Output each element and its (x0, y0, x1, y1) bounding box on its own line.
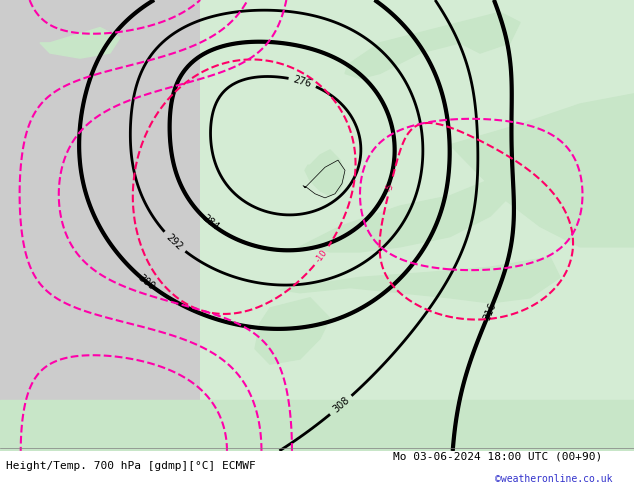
Polygon shape (300, 175, 510, 252)
Text: Height/Temp. 700 hPa [gdmp][°C] ECMWF: Height/Temp. 700 hPa [gdmp][°C] ECMWF (6, 461, 256, 471)
Bar (0, 0, 200, 451)
Text: ©weatheronline.co.uk: ©weatheronline.co.uk (495, 474, 612, 484)
Polygon shape (0, 400, 634, 451)
Polygon shape (450, 94, 634, 247)
Polygon shape (40, 27, 120, 58)
Text: -10: -10 (314, 248, 330, 264)
Text: 292: 292 (164, 232, 184, 252)
Text: Mo 03-06-2024 18:00 UTC (00+90): Mo 03-06-2024 18:00 UTC (00+90) (393, 452, 602, 462)
Polygon shape (305, 150, 345, 196)
Text: 316: 316 (481, 301, 498, 322)
Text: 284: 284 (200, 213, 221, 233)
Text: 308: 308 (331, 395, 351, 415)
Text: 300: 300 (136, 272, 157, 292)
Text: 276: 276 (292, 74, 313, 89)
Polygon shape (255, 298, 330, 364)
Polygon shape (280, 257, 560, 303)
Polygon shape (345, 12, 520, 78)
Text: -5: -5 (385, 182, 396, 193)
